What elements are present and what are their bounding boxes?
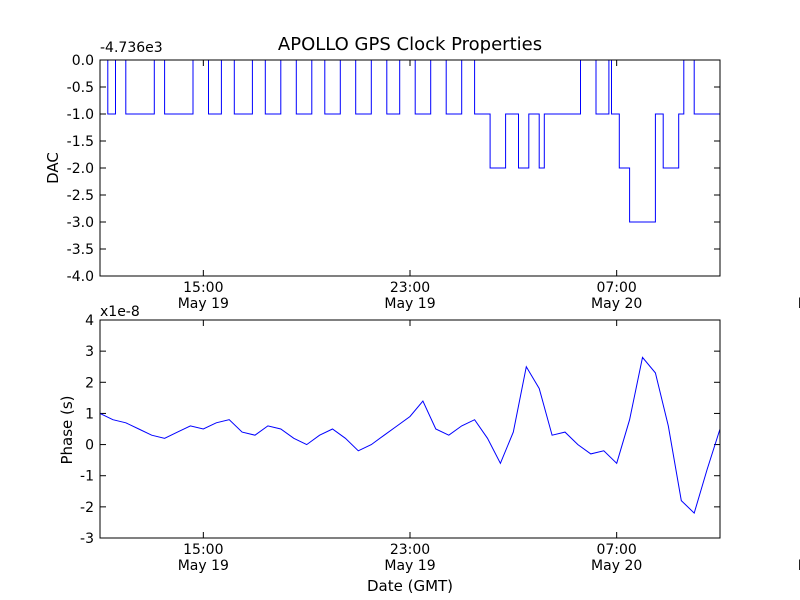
dac-ytick-label: -2.5: [67, 188, 94, 204]
phase-xtick-time: 23:00: [390, 542, 430, 558]
phase-ytick-label: 2: [85, 375, 94, 391]
dac-ytick-label: -2.0: [67, 161, 94, 177]
phase-ytick-label: -2: [80, 500, 94, 516]
phase-ytick-label: -3: [80, 531, 94, 547]
dac-axes-frame: [99, 59, 721, 277]
dac-ticks: 0.0 -0.5 -1.0 -1.5 -2.0 -2.5 -3.0 -3.5 -4.0 15:00…: [67, 53, 800, 312]
dac-ytick-label: -1.5: [67, 134, 94, 150]
dac-offset-label: -4.736e3: [100, 40, 163, 56]
dac-xtick-time: 15:00: [183, 280, 223, 296]
dac-ytick-label: -3.5: [67, 242, 94, 258]
dac-xtick-date: May 20: [798, 296, 800, 312]
phase-ylabel: Phase (s): [58, 395, 76, 464]
dac-ytick-label: -1.0: [67, 107, 94, 123]
dac-ytick-label: -3.0: [67, 215, 94, 231]
dac-subplot: APOLLO GPS Clock Properties -4.736e3 DAC…: [44, 34, 800, 312]
phase-axes-frame: [99, 319, 721, 539]
phase-ytick-label: 0: [85, 438, 94, 454]
phase-xtick-time: 15:00: [183, 542, 223, 558]
phase-ytick-label: 1: [85, 406, 94, 422]
phase-ytick-label: 4: [85, 313, 94, 329]
dac-xtick-date: May 19: [384, 296, 435, 312]
phase-series-line: [100, 356, 720, 515]
dac-series-line: [100, 60, 720, 223]
phase-offset-label: x1e-8: [100, 304, 140, 320]
chart-title: APOLLO GPS Clock Properties: [278, 34, 542, 55]
phase-xtick-date: May 20: [591, 558, 642, 574]
dac-xtick-date: May 19: [178, 296, 229, 312]
phase-ytick-label: 3: [85, 344, 94, 360]
dac-ytick-label: -4.0: [67, 269, 94, 285]
dac-xtick-time: 07:00: [596, 280, 636, 296]
phase-ytick-label: -1: [80, 469, 94, 485]
dac-ylabel: DAC: [44, 152, 62, 184]
phase-xtick-date: May 19: [178, 558, 229, 574]
dac-xtick-date: May 20: [591, 296, 642, 312]
dac-xtick-time: 23:00: [390, 280, 430, 296]
phase-xtick-date: May 19: [384, 558, 435, 574]
dac-ytick-label: -0.5: [67, 80, 94, 96]
phase-plot-area: [100, 356, 720, 515]
dac-ytick-label: 0.0: [72, 53, 94, 69]
phase-xlabel: Date (GMT): [367, 577, 453, 595]
phase-xtick-date: May 20: [798, 558, 800, 574]
dac-plot-area: [100, 60, 720, 223]
phase-xtick-time: 07:00: [596, 542, 636, 558]
